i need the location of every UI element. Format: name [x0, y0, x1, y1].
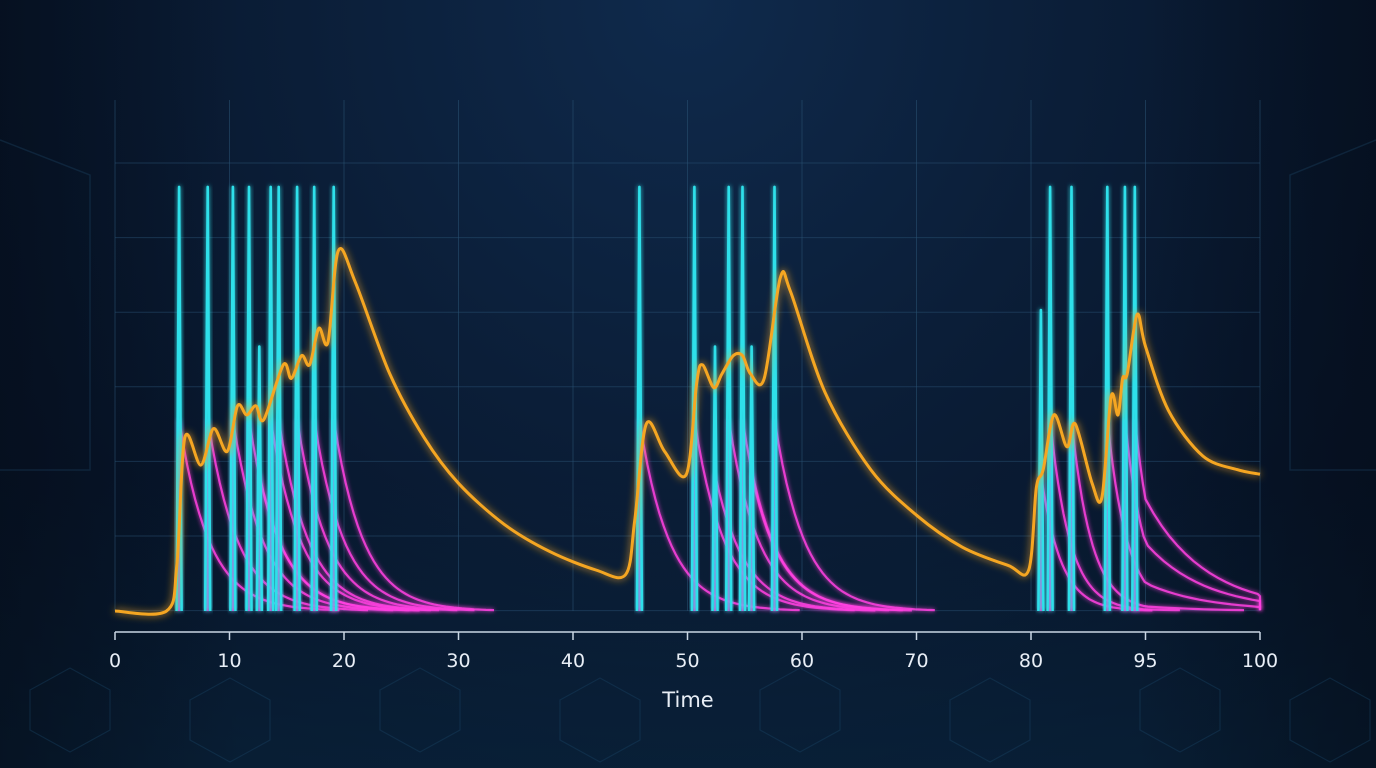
- spike: [1121, 185, 1129, 612]
- spike: [245, 185, 253, 612]
- spike-train-layer: [115, 185, 1260, 613]
- spike: [329, 185, 338, 612]
- x-tick-label: 10: [217, 650, 241, 672]
- x-axis-label: Time: [661, 688, 713, 712]
- synaptic-trace: [1049, 419, 1180, 612]
- spike: [266, 185, 275, 612]
- x-tick-label: 40: [561, 650, 585, 672]
- x-tick-label: 0: [109, 650, 121, 672]
- x-tick-label: 50: [675, 650, 699, 672]
- spike: [255, 345, 264, 612]
- synaptic-trace: [1039, 474, 1153, 612]
- x-tick-label: 100: [1242, 650, 1278, 672]
- synaptic-trace: [1133, 419, 1262, 611]
- x-tick-label: 60: [790, 650, 814, 672]
- spike: [274, 185, 283, 612]
- spike: [711, 345, 719, 612]
- spike: [1067, 185, 1076, 612]
- synaptic-trace: [332, 419, 495, 612]
- spike: [690, 185, 699, 612]
- x-tick-label: 80: [1019, 650, 1043, 672]
- x-tick-label: 70: [904, 650, 928, 672]
- spike: [1131, 185, 1139, 612]
- x-axis: 0 10 20 30 40 50 60 70 80 95 100: [109, 631, 1278, 672]
- x-tick-label: 20: [332, 650, 356, 672]
- x-tick-label: 30: [446, 650, 470, 672]
- spike: [770, 185, 779, 612]
- synaptic-trace: [296, 419, 458, 612]
- spike: [229, 185, 237, 612]
- synaptic-trace: [773, 419, 935, 612]
- spike: [310, 185, 318, 612]
- spike: [1037, 308, 1045, 612]
- spike: [738, 185, 747, 612]
- spike: [293, 185, 301, 612]
- membrane-potential-line: [114, 247, 1261, 616]
- x-tick-label: 95: [1133, 650, 1157, 672]
- synaptic-trace: [313, 419, 475, 612]
- synaptic-trace: [713, 473, 876, 612]
- spike: [747, 345, 756, 612]
- spike: [724, 185, 733, 612]
- spike: [1046, 185, 1054, 612]
- spike: [203, 185, 212, 612]
- synaptic-trace: [277, 419, 440, 612]
- membrane-potential-layer: [114, 247, 1261, 616]
